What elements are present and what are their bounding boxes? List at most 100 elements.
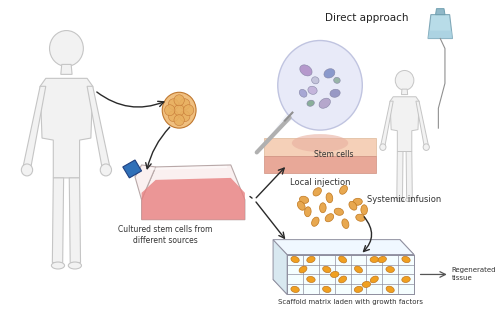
Polygon shape <box>390 97 419 152</box>
Circle shape <box>180 99 190 110</box>
Circle shape <box>174 105 184 116</box>
Circle shape <box>423 144 430 150</box>
Circle shape <box>162 92 196 128</box>
Ellipse shape <box>325 214 334 222</box>
Circle shape <box>396 70 414 90</box>
Ellipse shape <box>298 201 305 210</box>
Polygon shape <box>135 165 156 200</box>
Text: Regenerated
tissue: Regenerated tissue <box>452 268 496 281</box>
Circle shape <box>180 111 190 122</box>
Circle shape <box>100 164 112 176</box>
Ellipse shape <box>319 98 330 108</box>
Ellipse shape <box>330 89 340 97</box>
Text: Stem cells: Stem cells <box>314 150 354 159</box>
Ellipse shape <box>300 196 308 203</box>
Polygon shape <box>416 101 428 146</box>
Ellipse shape <box>354 266 362 273</box>
Ellipse shape <box>299 266 307 273</box>
Ellipse shape <box>291 286 300 292</box>
Ellipse shape <box>378 256 386 263</box>
Ellipse shape <box>406 198 413 202</box>
Ellipse shape <box>312 217 319 226</box>
Circle shape <box>168 99 178 110</box>
Circle shape <box>184 105 194 116</box>
Polygon shape <box>142 178 245 220</box>
Circle shape <box>50 31 84 66</box>
Polygon shape <box>70 178 80 263</box>
Ellipse shape <box>370 276 378 283</box>
Circle shape <box>278 41 362 130</box>
Ellipse shape <box>386 267 394 272</box>
Ellipse shape <box>324 69 335 78</box>
Circle shape <box>174 95 184 106</box>
Ellipse shape <box>308 86 317 94</box>
Ellipse shape <box>322 266 331 273</box>
Ellipse shape <box>361 205 368 215</box>
Ellipse shape <box>334 77 340 83</box>
Ellipse shape <box>313 188 322 196</box>
Ellipse shape <box>353 198 362 205</box>
Polygon shape <box>287 255 414 294</box>
Text: Systemic infusion: Systemic infusion <box>368 195 442 204</box>
Ellipse shape <box>340 185 347 194</box>
Ellipse shape <box>402 277 410 282</box>
Polygon shape <box>142 165 245 220</box>
Circle shape <box>164 105 175 116</box>
Ellipse shape <box>349 202 357 210</box>
Ellipse shape <box>330 272 339 277</box>
Polygon shape <box>273 240 414 255</box>
Ellipse shape <box>386 286 394 293</box>
Ellipse shape <box>334 208 344 215</box>
Ellipse shape <box>300 65 312 76</box>
Polygon shape <box>397 152 403 198</box>
Polygon shape <box>262 75 324 148</box>
Ellipse shape <box>320 203 326 213</box>
Polygon shape <box>40 78 92 178</box>
Text: Cultured stem cells from
different sources: Cultured stem cells from different sourc… <box>118 225 212 246</box>
Ellipse shape <box>304 207 311 217</box>
Polygon shape <box>273 240 287 294</box>
Ellipse shape <box>322 286 331 292</box>
Polygon shape <box>87 86 110 168</box>
Ellipse shape <box>306 277 315 282</box>
Ellipse shape <box>342 219 349 228</box>
Ellipse shape <box>307 256 315 263</box>
Ellipse shape <box>356 214 365 221</box>
Polygon shape <box>436 9 445 15</box>
Polygon shape <box>381 101 393 146</box>
Text: Direct approach: Direct approach <box>325 13 408 23</box>
Text: Scaffold matrix laden with growth factors: Scaffold matrix laden with growth factor… <box>278 299 423 305</box>
Ellipse shape <box>354 286 362 292</box>
Ellipse shape <box>52 262 64 269</box>
Ellipse shape <box>300 89 307 97</box>
Ellipse shape <box>307 100 314 106</box>
Text: Local injection: Local injection <box>290 178 350 187</box>
Ellipse shape <box>292 134 348 152</box>
Ellipse shape <box>370 257 378 263</box>
Polygon shape <box>264 156 376 173</box>
Circle shape <box>174 115 184 126</box>
Polygon shape <box>23 86 46 168</box>
Circle shape <box>22 164 32 176</box>
Ellipse shape <box>326 193 333 203</box>
Polygon shape <box>52 178 64 263</box>
Ellipse shape <box>338 256 346 263</box>
Polygon shape <box>428 15 452 38</box>
Ellipse shape <box>402 256 410 263</box>
Ellipse shape <box>362 281 370 287</box>
Polygon shape <box>264 138 376 156</box>
Polygon shape <box>400 240 414 294</box>
Polygon shape <box>406 152 412 198</box>
Ellipse shape <box>312 77 319 84</box>
Circle shape <box>168 111 178 122</box>
Polygon shape <box>428 31 452 38</box>
Polygon shape <box>61 64 72 74</box>
Ellipse shape <box>396 198 404 202</box>
Ellipse shape <box>338 276 346 283</box>
Polygon shape <box>402 89 407 95</box>
Polygon shape <box>273 279 414 294</box>
Ellipse shape <box>291 256 299 263</box>
Ellipse shape <box>68 262 82 269</box>
Polygon shape <box>123 160 142 178</box>
Circle shape <box>380 144 386 150</box>
